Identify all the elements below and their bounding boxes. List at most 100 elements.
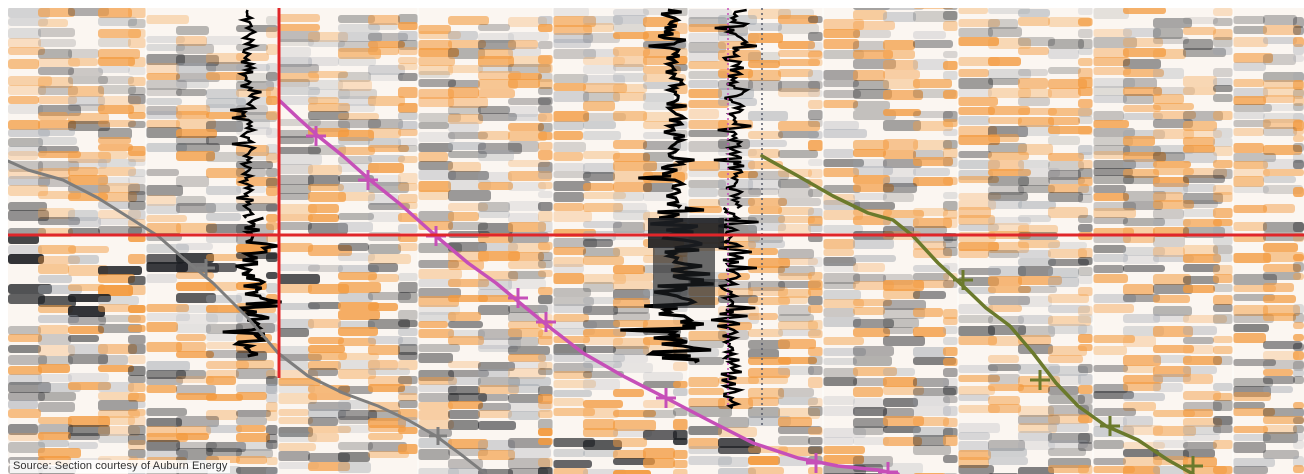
- reflector-blob: [778, 59, 820, 66]
- reflector-blob: [38, 402, 75, 412]
- reflector-blob: [643, 372, 683, 381]
- reflector-blob: [1018, 423, 1057, 433]
- reflector-blob: [266, 27, 278, 38]
- reflector-blob: [368, 336, 403, 344]
- reflector-blob: [943, 201, 958, 211]
- reflector-blob: [853, 8, 890, 10]
- reflector-blob: [538, 41, 553, 49]
- reflector-blob: [1233, 359, 1276, 366]
- reflector-blob: [1048, 448, 1086, 456]
- reflector-blob: [478, 211, 510, 218]
- reflector-blob: [538, 79, 553, 89]
- reflector-blob: [236, 433, 270, 442]
- reflector-blob: [673, 172, 688, 180]
- reflector-blob: [478, 369, 510, 377]
- reflector-blob: [748, 149, 780, 158]
- reflector-blob: [853, 184, 894, 192]
- reflector-blob: [146, 223, 181, 234]
- reflector-blob: [146, 143, 187, 152]
- reflector-blob: [1183, 184, 1216, 192]
- reflector-blob: [368, 23, 398, 30]
- reflector-blob: [68, 294, 111, 302]
- reflector-blob: [38, 39, 76, 47]
- reflector-blob: [398, 112, 418, 120]
- reflector-blob: [958, 242, 999, 251]
- reflector-blob: [1123, 218, 1165, 226]
- reflector-blob: [988, 152, 1029, 160]
- reflector-blob: [808, 377, 823, 388]
- reflector-blob: [1123, 294, 1160, 302]
- reflector-blob: [236, 244, 271, 253]
- reflector-blob: [808, 208, 823, 218]
- reflector-blob: [1183, 402, 1222, 411]
- reflector-blob: [1123, 466, 1160, 474]
- reflector-blob: [988, 364, 1021, 371]
- reflector-blob: [883, 70, 920, 79]
- reflector-blob: [883, 120, 921, 131]
- reflector-blob: [988, 250, 1019, 258]
- reflector-blob: [748, 80, 782, 91]
- reflector-blob: [1093, 365, 1128, 372]
- reflector-blob: [583, 65, 616, 74]
- reflector-blob: [508, 354, 546, 362]
- reflector-blob: [448, 80, 480, 88]
- reflector-blob: [338, 452, 370, 462]
- reflector-blob: [98, 296, 139, 305]
- reflector-blob: [553, 380, 596, 388]
- reflector-blob: [583, 400, 623, 408]
- reflector-blob: [1293, 440, 1304, 449]
- reflector-blob: [398, 145, 418, 152]
- reflector-blob: [478, 385, 519, 394]
- reflector-blob: [853, 50, 893, 59]
- reflector-blob: [1123, 87, 1162, 96]
- reflector-blob: [448, 361, 481, 368]
- reflector-blob: [1263, 72, 1304, 82]
- reflector-blob: [1093, 67, 1131, 75]
- reflector-blob: [853, 356, 892, 366]
- reflector-blob: [613, 247, 655, 256]
- reflector-blob: [1233, 176, 1264, 187]
- reflector-blob: [146, 54, 185, 65]
- reflector-blob: [398, 194, 418, 203]
- reflector-blob: [266, 253, 278, 262]
- reflector-blob: [398, 386, 418, 395]
- reflector-blob: [1263, 369, 1293, 376]
- reflector-blob: [538, 221, 553, 232]
- reflector-blob: [398, 103, 418, 113]
- reflector-blob: [398, 282, 418, 293]
- reflector-blob: [308, 223, 348, 234]
- reflector-blob: [688, 161, 720, 171]
- reflector-blob: [643, 93, 674, 102]
- reflector-blob: [206, 224, 249, 233]
- reflector-blob: [478, 243, 518, 251]
- reflector-blob: [748, 240, 785, 248]
- reflector-blob: [98, 128, 132, 139]
- reflector-blob: [1153, 192, 1183, 202]
- reflector-blob: [128, 401, 146, 408]
- reflector-blob: [98, 434, 129, 443]
- reflector-blob: [68, 373, 109, 382]
- reflector-blob: [613, 32, 649, 39]
- reflector-blob: [583, 440, 622, 450]
- reflector-blob: [613, 161, 657, 171]
- reflector-blob: [1263, 450, 1299, 459]
- reflector-blob: [176, 136, 209, 145]
- reflector-blob: [913, 11, 957, 22]
- reflector-blob: [1078, 215, 1093, 223]
- reflector-blob: [176, 243, 213, 250]
- reflector-blob: [146, 63, 179, 74]
- reflector-blob: [748, 456, 780, 465]
- reflector-blob: [583, 329, 626, 337]
- reflector-blob: [368, 303, 398, 311]
- reflector-blob: [853, 437, 889, 445]
- reflector-blob: [613, 320, 648, 327]
- reflector-blob: [808, 280, 823, 290]
- reflector-blob: [748, 198, 787, 206]
- reflector-blob: [1123, 355, 1161, 366]
- reflector-blob: [368, 360, 398, 370]
- reflector-blob: [883, 408, 914, 418]
- reflector-blob: [1123, 38, 1163, 47]
- reflector-blob: [1078, 394, 1093, 404]
- reflector-blob: [98, 120, 136, 127]
